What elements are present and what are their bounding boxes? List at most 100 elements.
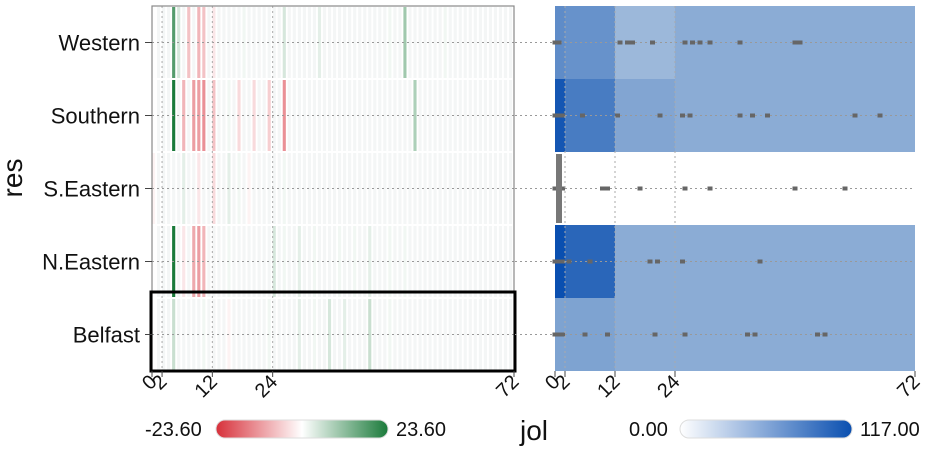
heatmap-cell — [348, 7, 352, 78]
heatmap-cell — [483, 7, 487, 78]
heatmap-cell — [388, 153, 392, 224]
sequential-legend-max: 117.00 — [860, 419, 920, 441]
heatmap-cell — [383, 226, 387, 297]
heatmap-cell — [292, 153, 296, 224]
heatmap-cell — [353, 7, 357, 78]
right-x-tick-label: 72 — [893, 371, 924, 402]
heatmap-cell — [423, 153, 427, 224]
heatmap-cell — [468, 299, 472, 370]
heatmap-cell — [373, 226, 377, 297]
heatmap-cell — [242, 299, 246, 370]
heatmap-cell — [358, 153, 362, 224]
heatmap-cell — [503, 153, 508, 224]
heatmap-cell — [322, 299, 327, 370]
heatmap-cell — [373, 153, 377, 224]
heatmap-cell — [368, 153, 372, 224]
heatmap-cell — [453, 80, 457, 151]
heatmap-cell — [232, 153, 236, 224]
heatmap-cell — [237, 299, 241, 370]
heatmap-cell — [443, 7, 447, 78]
heatmap-cell — [242, 7, 246, 78]
heatmap-cell — [297, 226, 301, 297]
heatmap-cell — [493, 226, 498, 297]
heatmap-cell — [423, 80, 427, 151]
heatmap-cell — [282, 7, 286, 78]
heatmap-cell — [348, 226, 352, 297]
heatmap-cell — [483, 226, 487, 297]
heatmap-cell — [348, 153, 352, 224]
heatmap-cell — [282, 153, 286, 224]
row-label-s-eastern: S.Eastern — [43, 177, 140, 202]
heatmap-cell — [277, 80, 281, 151]
heatmap-cell — [433, 153, 437, 224]
heatmap-cell — [272, 153, 276, 224]
heatmap-cell — [292, 226, 296, 297]
data-tick-mark — [600, 186, 605, 191]
heatmap-cell — [433, 7, 437, 78]
row-label-belfast: Belfast — [73, 323, 140, 348]
data-tick-mark — [687, 113, 693, 118]
heatmap-cell — [383, 7, 387, 78]
heatmap-cell — [428, 153, 432, 224]
heatmap-cell — [503, 299, 508, 370]
heatmap-cell — [302, 153, 306, 224]
heatmap-cell — [247, 153, 251, 224]
heatmap-cell — [413, 299, 417, 370]
heatmap-cell — [297, 80, 301, 151]
heatmap-cell — [327, 80, 332, 151]
heatmap-cell — [503, 226, 508, 297]
heatmap-cell — [458, 80, 462, 151]
heatmap-cell — [322, 7, 327, 78]
heatmap-cell — [428, 7, 432, 78]
heatmap-cell — [403, 226, 407, 297]
heatmap-cell — [458, 153, 462, 224]
data-tick-mark — [605, 186, 610, 191]
heatmap-cell — [383, 299, 387, 370]
heatmap-cell — [508, 226, 513, 297]
heatmap-cell — [353, 80, 357, 151]
heatmap-cell — [453, 7, 457, 78]
heatmap-cell — [378, 226, 382, 297]
heatmap-cell — [353, 153, 357, 224]
heatmap-cell — [388, 80, 392, 151]
heatmap-cell — [247, 226, 251, 297]
heatmap-cell — [353, 226, 357, 297]
heatmap-cell — [398, 80, 402, 151]
heatmap-cell — [287, 153, 291, 224]
heatmap-cell — [433, 80, 437, 151]
data-tick-mark — [650, 40, 655, 45]
heatmap-cell — [473, 153, 477, 224]
diverging-legend: -23.60 23.60 — [145, 419, 446, 441]
heatmap-cell — [473, 7, 477, 78]
heatmap-cell — [393, 226, 397, 297]
heatmap-cell — [488, 153, 492, 224]
heatmap-cell — [483, 153, 487, 224]
heatmap-cell — [262, 153, 266, 224]
heatmap-cell — [292, 80, 296, 151]
heatmap-cell — [348, 299, 352, 370]
heatmap-cell — [498, 299, 503, 370]
heatmap-cell — [438, 7, 442, 78]
heatmap-cell — [408, 7, 412, 78]
heatmap-cell — [307, 299, 311, 370]
heatmap-cell — [272, 226, 276, 297]
heatmap-cell — [508, 299, 513, 370]
heatmap-cell — [378, 7, 382, 78]
heatmap-cell — [307, 7, 311, 78]
heatmap-cell — [483, 80, 487, 151]
data-tick-mark — [765, 113, 770, 118]
heatmap-cell — [403, 80, 407, 151]
heatmap-cell — [262, 80, 266, 151]
heatmap-cell — [438, 299, 442, 370]
heatmap-cell — [282, 299, 286, 370]
heatmap-cell — [503, 7, 508, 78]
heatmap-cell — [287, 7, 291, 78]
heatmap-cell — [267, 299, 271, 370]
heatmap-cell — [413, 153, 417, 224]
data-tick-mark — [605, 332, 610, 337]
data-tick-mark — [560, 259, 565, 264]
heatmap-cell — [498, 226, 503, 297]
data-tick-mark — [637, 186, 643, 191]
heatmap-cell — [307, 226, 311, 297]
diverging-legend-bar — [215, 419, 389, 439]
